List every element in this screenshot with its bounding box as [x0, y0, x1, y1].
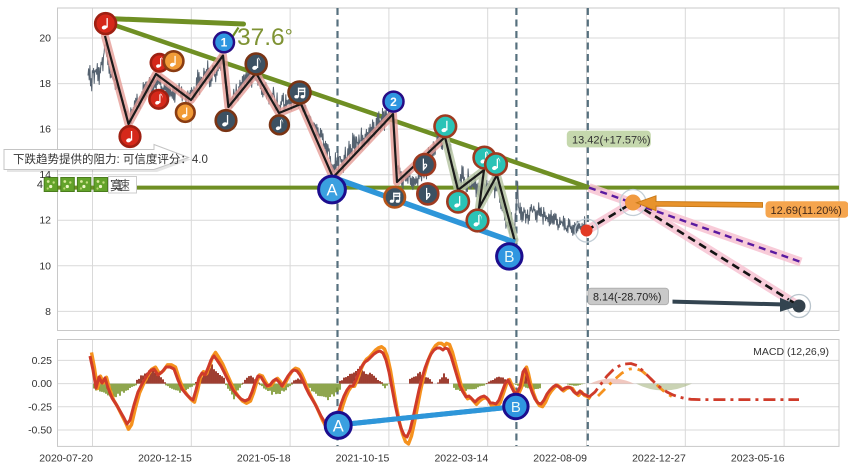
svg-text:2022-08-09: 2022-08-09	[533, 453, 587, 465]
svg-text:2022-12-27: 2022-12-27	[632, 453, 686, 465]
svg-text:2022-03-14: 2022-03-14	[434, 453, 488, 465]
svg-text:-0.25: -0.25	[28, 401, 52, 413]
svg-text:2020-12-15: 2020-12-15	[138, 453, 192, 465]
svg-text:18: 18	[39, 78, 51, 90]
svg-text:8: 8	[45, 306, 51, 318]
svg-text:0.25: 0.25	[32, 355, 53, 367]
svg-text:20: 20	[39, 33, 51, 45]
svg-text:速: 速	[117, 178, 130, 193]
svg-text:37.6°: 37.6°	[237, 24, 293, 51]
svg-text:2021-10-15: 2021-10-15	[336, 453, 390, 465]
svg-text:B: B	[504, 249, 514, 266]
svg-text:2023-05-16: 2023-05-16	[731, 453, 785, 465]
svg-text:10: 10	[39, 260, 51, 272]
svg-text:2021-05-18: 2021-05-18	[237, 453, 291, 465]
svg-text:-0.50: -0.50	[28, 425, 52, 437]
svg-text:A: A	[326, 182, 337, 200]
svg-text:16: 16	[39, 124, 51, 136]
svg-text:12.69(11.20%): 12.69(11.20%)	[771, 205, 842, 217]
svg-text:4: 4	[37, 179, 43, 191]
svg-text:2020-07-20: 2020-07-20	[39, 453, 93, 465]
svg-text:下跌趋势提供的阻力: 可信度评分：4.0: 下跌趋势提供的阻力: 可信度评分：4.0	[13, 152, 208, 166]
svg-text:0.00: 0.00	[32, 378, 53, 390]
svg-text:B: B	[511, 399, 521, 416]
svg-text:14: 14	[39, 169, 51, 181]
svg-text:A: A	[333, 418, 344, 436]
svg-text:13.42(+17.57%): 13.42(+17.57%)	[572, 134, 651, 146]
svg-text:1: 1	[221, 36, 228, 50]
svg-text:12: 12	[39, 215, 51, 227]
svg-text:2: 2	[390, 95, 397, 109]
svg-text:MACD (12,26,9): MACD (12,26,9)	[753, 346, 829, 358]
svg-text:8.14(-28.70%): 8.14(-28.70%)	[593, 292, 661, 304]
svg-text:寞: 寞	[110, 178, 123, 193]
